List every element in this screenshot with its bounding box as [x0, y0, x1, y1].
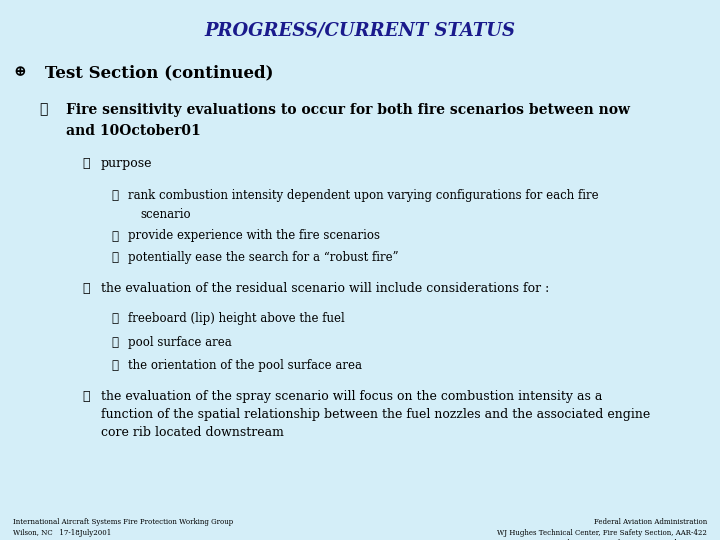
Text: rank combustion intensity dependent upon varying configurations for each fire: rank combustion intensity dependent upon… — [128, 189, 599, 202]
Text: ✶: ✶ — [112, 359, 119, 372]
Text: International Aircraft Systems Fire Protection Working Group
Wilson, NC   17-18J: International Aircraft Systems Fire Prot… — [13, 518, 233, 537]
Text: ✶: ✶ — [83, 390, 90, 403]
Text: freeboard (lip) height above the fuel: freeboard (lip) height above the fuel — [128, 312, 345, 325]
Text: ✶: ✶ — [112, 312, 119, 325]
Text: ✶: ✶ — [112, 189, 119, 202]
Text: function of the spatial relationship between the fuel nozzles and the associated: function of the spatial relationship bet… — [101, 408, 650, 421]
Text: provide experience with the fire scenarios: provide experience with the fire scenari… — [128, 230, 380, 242]
Text: the evaluation of the residual scenario will include considerations for :: the evaluation of the residual scenario … — [101, 282, 549, 295]
Text: core rib located downstream: core rib located downstream — [101, 426, 284, 438]
Text: ⊕: ⊕ — [13, 65, 26, 79]
Text: scenario: scenario — [140, 208, 191, 221]
Text: potentially ease the search for a “robust fire”: potentially ease the search for a “robus… — [128, 251, 399, 264]
Text: ✂: ✂ — [40, 103, 48, 117]
Text: purpose: purpose — [101, 157, 153, 170]
Text: ✶: ✶ — [112, 336, 119, 349]
Text: ✶: ✶ — [83, 282, 90, 295]
Text: pool surface area: pool surface area — [128, 336, 232, 349]
Text: and 10October01: and 10October01 — [66, 124, 201, 138]
Text: the orientation of the pool surface area: the orientation of the pool surface area — [128, 359, 362, 372]
Text: Federal Aviation Administration
WJ Hughes Technical Center, Fire Safety Section,: Federal Aviation Administration WJ Hughe… — [498, 518, 707, 540]
Text: Fire sensitivity evaluations to occur for both fire scenarios between now: Fire sensitivity evaluations to occur fo… — [66, 103, 630, 117]
Text: ✶: ✶ — [112, 230, 119, 242]
Text: Test Section (continued): Test Section (continued) — [45, 65, 273, 82]
Text: ✶: ✶ — [112, 251, 119, 264]
Text: PROGRESS/CURRENT STATUS: PROGRESS/CURRENT STATUS — [204, 22, 516, 39]
Text: ✶: ✶ — [83, 157, 90, 170]
Text: the evaluation of the spray scenario will focus on the combustion intensity as a: the evaluation of the spray scenario wil… — [101, 390, 602, 403]
